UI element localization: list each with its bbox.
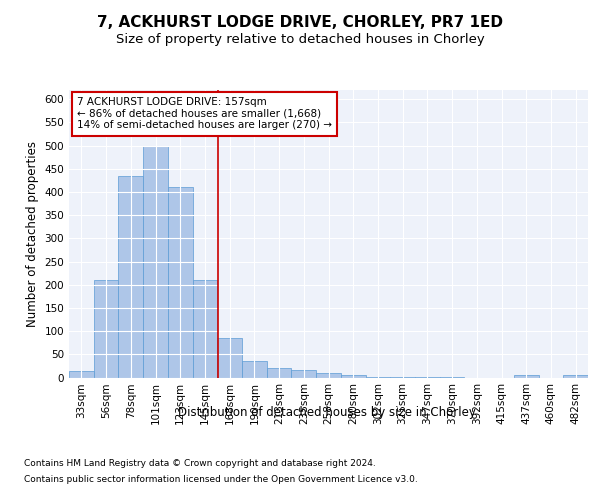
Bar [563,375,588,378]
Text: Contains HM Land Registry data © Crown copyright and database right 2024.: Contains HM Land Registry data © Crown c… [24,460,376,468]
Bar [118,176,143,378]
Bar [217,338,242,378]
Bar [316,373,341,378]
Y-axis label: Number of detached properties: Number of detached properties [26,141,39,327]
Bar [94,280,118,378]
Bar [193,280,217,378]
Bar [168,188,193,378]
Bar [242,362,267,378]
Text: Distribution of detached houses by size in Chorley: Distribution of detached houses by size … [178,406,476,419]
Text: Contains public sector information licensed under the Open Government Licence v3: Contains public sector information licen… [24,474,418,484]
Bar [514,375,539,378]
Bar [69,370,94,378]
Bar [267,368,292,378]
Text: 7 ACKHURST LODGE DRIVE: 157sqm
← 86% of detached houses are smaller (1,668)
14% : 7 ACKHURST LODGE DRIVE: 157sqm ← 86% of … [77,97,332,130]
Bar [292,370,316,378]
Text: Size of property relative to detached houses in Chorley: Size of property relative to detached ho… [116,32,484,46]
Bar [143,146,168,378]
Bar [341,375,365,378]
Text: 7, ACKHURST LODGE DRIVE, CHORLEY, PR7 1ED: 7, ACKHURST LODGE DRIVE, CHORLEY, PR7 1E… [97,15,503,30]
